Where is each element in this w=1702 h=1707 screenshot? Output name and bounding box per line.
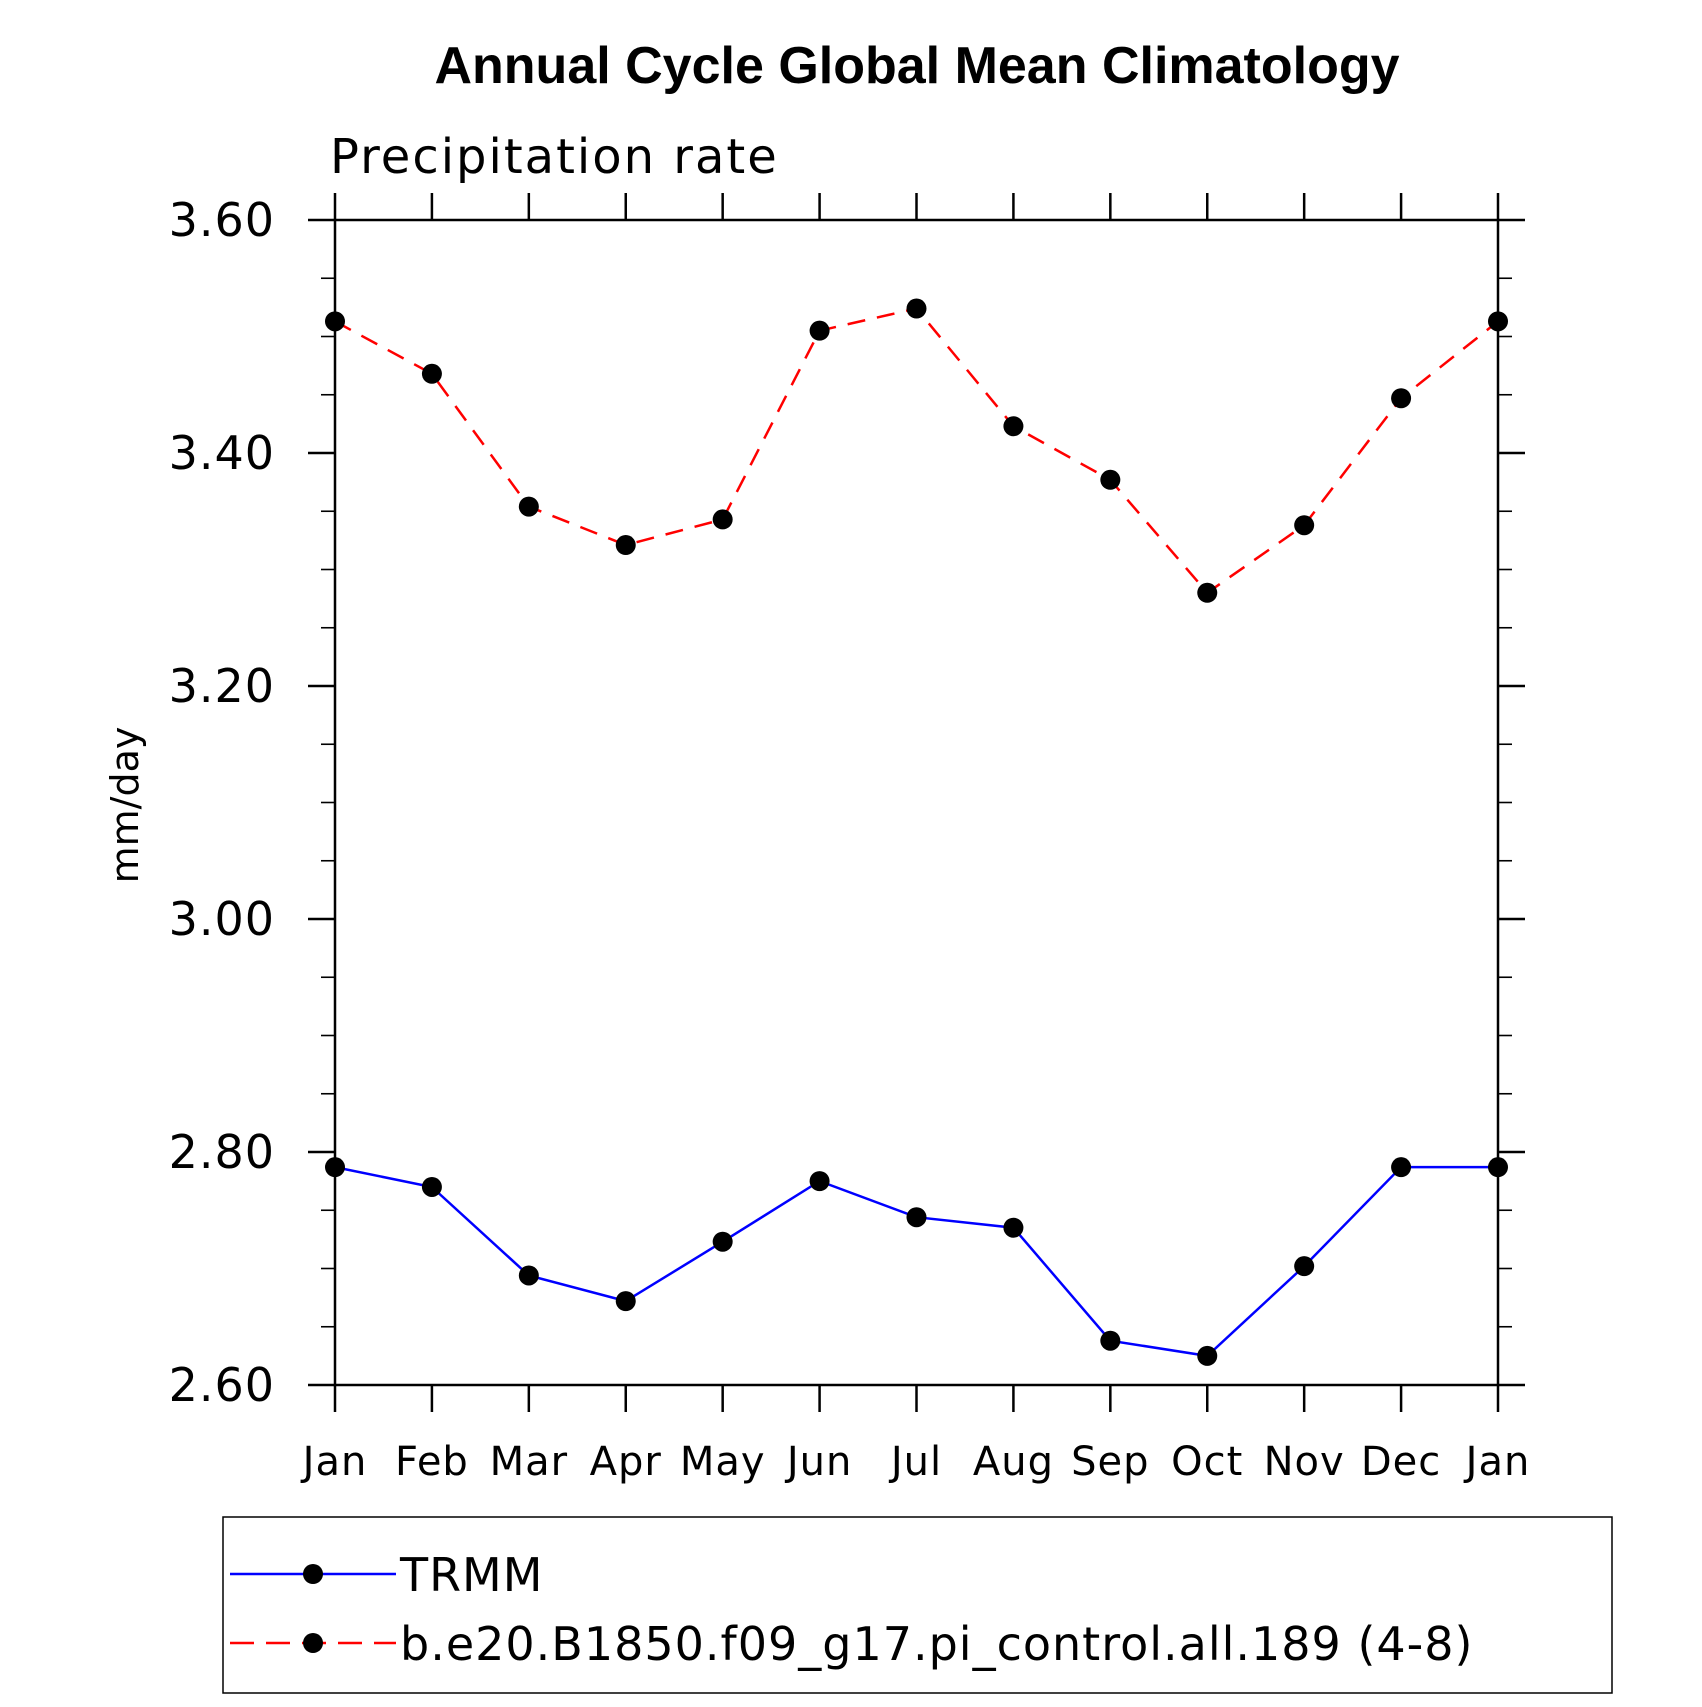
data-point [1197,1345,1218,1366]
data-point [1391,388,1412,409]
y-tick-label: 2.80 [169,1125,275,1179]
data-point [1197,582,1218,603]
axes: 2.60 2.80 3.00 3.20 3.40 3.60 Jan Feb Mar Apr May J… [169,193,1531,1485]
x-tick-label: Jan [1463,1439,1531,1485]
y-tick-label: 3.40 [169,426,275,480]
y-tick-label: 2.60 [169,1358,275,1412]
x-tick-label: Jan [300,1439,368,1485]
chart-subtitle: Precipitation rate [330,129,779,185]
data-point [325,311,345,332]
chart-title: Annual Cycle Global Mean Climatology [434,37,1399,95]
y-tick-label: 3.20 [169,659,275,713]
data-point [1294,515,1315,536]
x-tick-label: Apr [590,1439,662,1485]
legend-entries: TRMM b.e20.B1850.f09_g17.pi_control.all.1… [230,1548,1473,1671]
y-axis-label: mm/day [103,727,147,884]
x-tick-label: Mar [490,1439,568,1485]
data-point [712,509,733,530]
data-point [1003,416,1024,437]
series-markers [325,298,1508,1366]
data-point [518,1265,539,1286]
legend-box [222,1516,1613,1694]
data-point [1003,1217,1024,1238]
data-point [421,1176,442,1197]
data-point [809,1171,830,1192]
data-point [906,1207,927,1228]
data-point [325,1157,345,1178]
data-point [615,1291,636,1312]
data-point [1488,311,1508,332]
x-tick-label: Jul [888,1439,942,1485]
legend-label-0: TRMM [399,1548,543,1602]
data-point [615,535,636,556]
x-tick-label: Sep [1071,1439,1149,1485]
data-point [1100,469,1121,490]
legend-marker-0 [303,1564,323,1584]
legend-label-1: b.e20.B1850.f09_g17.pi_control.all.189 (… [400,1617,1473,1671]
data-point [1294,1256,1315,1277]
legend: TRMM b.e20.B1850.f09_g17.pi_control.all.1… [222,1516,1613,1694]
legend-marker-1 [303,1633,323,1653]
data-point [809,320,830,341]
data-point [421,363,442,384]
x-tick-label: Dec [1361,1439,1441,1485]
data-point [906,298,927,319]
x-tick-label: Oct [1171,1439,1243,1485]
data-point [1391,1157,1412,1178]
y-tick-label: 3.00 [169,892,275,946]
x-tick-label: Nov [1264,1439,1345,1485]
y-tick-label: 3.60 [169,193,275,247]
data-point [1100,1330,1121,1351]
data-point [1488,1157,1508,1178]
x-tick-label: Jun [784,1439,853,1485]
data-point [518,496,539,517]
data-point [712,1231,733,1252]
x-tick-label: Aug [973,1439,1054,1485]
x-tick-label: May [680,1439,766,1485]
x-tick-label: Feb [395,1439,469,1485]
